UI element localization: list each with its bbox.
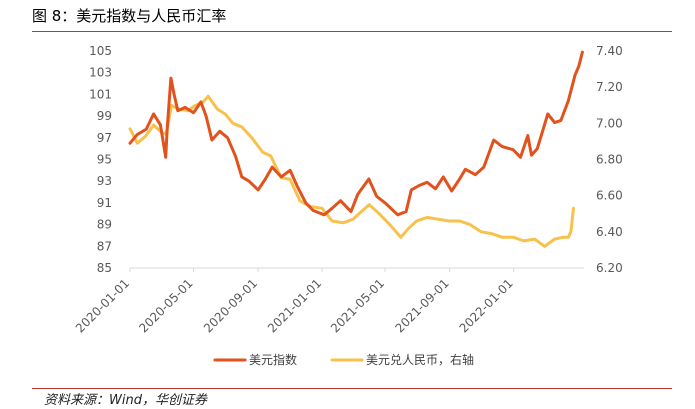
x-tick-label: 2021-05-01 xyxy=(328,276,387,335)
x-tick-label: 2021-01-01 xyxy=(265,276,324,335)
y-right-tick-label: 7.40 xyxy=(596,44,623,58)
y-left-tick-label: 91 xyxy=(97,196,112,210)
y-left-tick-label: 95 xyxy=(97,153,112,167)
series-line-dxy xyxy=(128,50,584,217)
y-right-tick-label: 7.20 xyxy=(596,80,623,94)
x-tick-label: 2020-09-01 xyxy=(201,276,260,335)
figure-title: 图 8：美元指数与人民币汇率 xyxy=(32,7,227,25)
legend-label: 美元兑人民币，右轴 xyxy=(366,352,474,367)
source-note: 资料来源：Wind，华创证券 xyxy=(44,393,207,408)
y-right-tick-label: 6.40 xyxy=(596,225,623,239)
y-left-tick-label: 87 xyxy=(97,239,112,253)
x-axis: 2020-01-01 2020-05-01 2020-09-01 2021-01-01… xyxy=(73,267,584,335)
y-left-tick-label: 105 xyxy=(89,44,112,58)
y-right-tick-label: 6.80 xyxy=(596,153,623,167)
y-right-tick-label: 7.00 xyxy=(596,116,623,130)
y-left-tick-label: 99 xyxy=(97,109,112,123)
y-axis-left: 105 103 101 99 97 95 93 91 89 87 85 xyxy=(89,44,112,275)
x-tick-label: 2022-01-01 xyxy=(457,276,516,335)
y-left-tick-label: 97 xyxy=(97,131,112,145)
y-right-tick-label: 6.20 xyxy=(596,261,623,275)
x-tick-label: 2020-01-01 xyxy=(73,276,132,335)
series-line-usdcny xyxy=(128,94,575,248)
series-group xyxy=(128,50,584,248)
y-left-tick-label: 89 xyxy=(97,218,112,232)
y-left-tick-label: 101 xyxy=(89,87,112,101)
y-right-tick-label: 6.60 xyxy=(596,189,623,203)
legend: 美元指数 美元兑人民币，右轴 xyxy=(213,352,474,367)
x-tick-label: 2021-09-01 xyxy=(393,276,452,335)
y-left-tick-label: 93 xyxy=(97,174,112,188)
y-axis-right: 7.40 7.20 7.00 6.80 6.60 6.40 6.20 xyxy=(596,44,623,275)
y-left-tick-label: 85 xyxy=(97,261,112,275)
legend-label: 美元指数 xyxy=(249,352,297,367)
title-divider xyxy=(32,31,672,32)
footer-divider xyxy=(32,388,672,389)
x-tick-label: 2020-05-01 xyxy=(136,276,195,335)
y-left-tick-label: 103 xyxy=(89,66,112,80)
